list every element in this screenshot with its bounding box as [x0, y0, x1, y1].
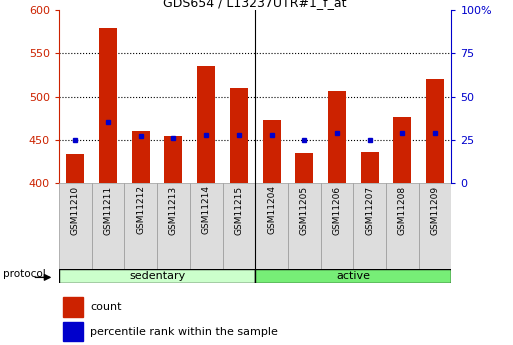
- Text: GSM11211: GSM11211: [104, 186, 112, 235]
- Text: GSM11205: GSM11205: [300, 186, 309, 235]
- Bar: [190, 183, 223, 269]
- Text: GSM11207: GSM11207: [365, 186, 374, 235]
- Text: GSM11212: GSM11212: [136, 186, 145, 235]
- Bar: [59, 269, 255, 283]
- Text: GSM11206: GSM11206: [332, 186, 342, 235]
- Bar: [99, 28, 117, 183]
- Bar: [393, 117, 411, 183]
- Bar: [361, 152, 379, 183]
- Text: percentile rank within the sample: percentile rank within the sample: [90, 327, 278, 336]
- Bar: [386, 183, 419, 269]
- Bar: [255, 183, 288, 269]
- Bar: [124, 183, 157, 269]
- Bar: [353, 183, 386, 269]
- Bar: [419, 183, 451, 269]
- Bar: [426, 79, 444, 183]
- Bar: [165, 136, 183, 183]
- Bar: [92, 183, 125, 269]
- Text: sedentary: sedentary: [129, 271, 185, 281]
- Title: GDS654 / L13237UTR#1_f_at: GDS654 / L13237UTR#1_f_at: [164, 0, 347, 9]
- Bar: [288, 183, 321, 269]
- Text: protocol: protocol: [3, 269, 46, 279]
- Bar: [132, 131, 150, 183]
- Text: GSM11209: GSM11209: [430, 186, 440, 235]
- Text: active: active: [337, 271, 370, 281]
- Bar: [328, 91, 346, 183]
- Bar: [263, 120, 281, 183]
- Bar: [321, 183, 353, 269]
- Bar: [197, 66, 215, 183]
- Bar: [66, 154, 84, 183]
- Bar: [230, 88, 248, 183]
- Bar: [63, 297, 83, 317]
- Text: GSM11215: GSM11215: [234, 186, 243, 235]
- Text: count: count: [90, 302, 122, 312]
- Text: GSM11204: GSM11204: [267, 186, 276, 235]
- Text: GSM11214: GSM11214: [202, 186, 211, 235]
- Bar: [59, 183, 92, 269]
- Text: GSM11213: GSM11213: [169, 186, 178, 235]
- Bar: [255, 269, 451, 283]
- Bar: [223, 183, 255, 269]
- Bar: [295, 152, 313, 183]
- Text: GSM11210: GSM11210: [71, 186, 80, 235]
- Bar: [157, 183, 190, 269]
- Text: GSM11208: GSM11208: [398, 186, 407, 235]
- Bar: [63, 322, 83, 342]
